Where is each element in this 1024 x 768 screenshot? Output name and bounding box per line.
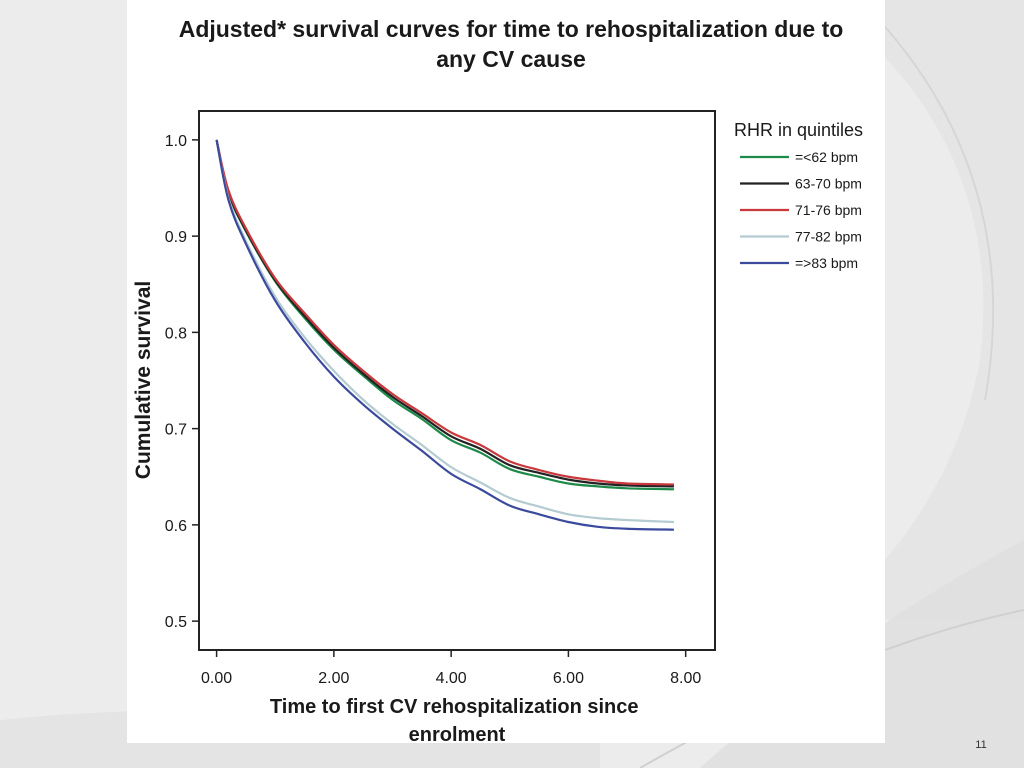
y-tick-label: 0.8 <box>165 325 187 342</box>
y-axis-label: Cumulative survival <box>132 281 155 479</box>
chart-title-line-1: Adjusted* survival curves for time to re… <box>178 16 844 42</box>
y-axis: 0.5 0.6 0.7 0.8 0.9 1.0 <box>165 133 199 631</box>
x-axis-label: Time to first CV rehospitalization since… <box>270 696 644 746</box>
series-line-3 <box>215 139 674 486</box>
x-axis-label-line-1: Time to first CV rehospitalization since <box>270 696 639 718</box>
y-tick-label: 0.7 <box>165 422 187 439</box>
chart-title: Adjusted* survival curves for time to re… <box>127 14 895 74</box>
series-lines <box>215 139 674 531</box>
x-tick-label: 8.00 <box>670 670 701 687</box>
x-tick-label: 0.00 <box>201 670 232 687</box>
y-tick-label: 0.9 <box>165 229 187 246</box>
legend-label: 63-70 bpm <box>795 176 862 192</box>
x-tick-label: 6.00 <box>553 670 584 687</box>
legend-label: =<62 bpm <box>795 149 858 165</box>
x-tick-label: 2.00 <box>318 670 349 687</box>
slide-number: 11 <box>975 739 987 751</box>
legend-label: =>83 bpm <box>795 255 858 271</box>
x-axis: 0.00 2.00 4.00 6.00 8.00 <box>201 650 701 687</box>
y-tick-label: 0.6 <box>165 518 187 535</box>
chart-title-line-2: any CV cause <box>436 46 586 72</box>
plot-frame <box>198 110 716 651</box>
x-axis-label-line-2: enrolment <box>409 724 506 746</box>
legend-label: 77-82 bpm <box>795 229 862 245</box>
legend-label: 71-76 bpm <box>795 202 862 218</box>
y-tick-label: 0.5 <box>165 614 187 631</box>
x-tick-label: 4.00 <box>436 670 467 687</box>
chart-panel <box>127 0 885 743</box>
legend-title: RHR in quintiles <box>734 120 863 140</box>
series-line-5 <box>215 139 674 531</box>
series-line-4 <box>215 139 674 524</box>
legend: RHR in quintiles =<62 bpm 63-70 bpm 71-76 … <box>734 120 863 271</box>
y-tick-label: 1.0 <box>165 133 187 150</box>
